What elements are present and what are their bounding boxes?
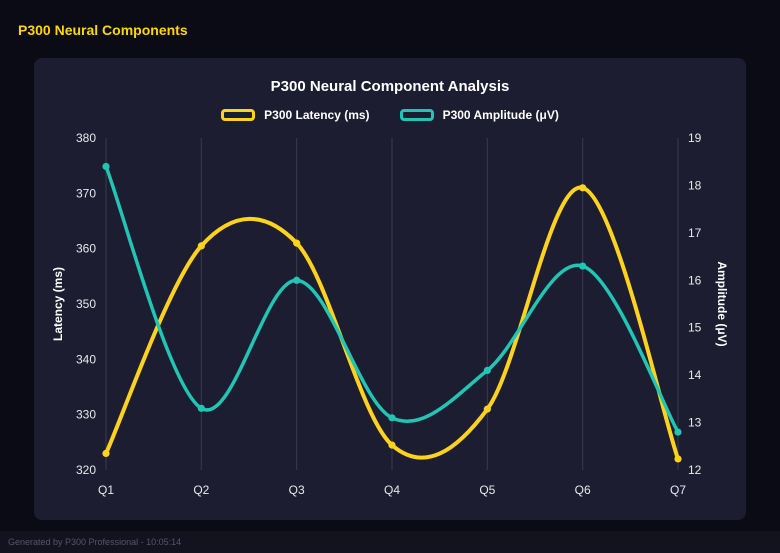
y-left-tick-label: 350 (76, 297, 96, 311)
x-tick-label: Q4 (384, 483, 400, 497)
footer-text: Generated by P300 Professional - 10:05:1… (8, 537, 182, 547)
legend-label: P300 Amplitude (μV) (442, 108, 559, 122)
y-right-tick-label: 16 (688, 273, 702, 287)
chart-card: P300 Neural Component Analysis P300 Late… (34, 58, 746, 520)
y-right-tick-label: 14 (688, 368, 702, 382)
chart-title: P300 Neural Component Analysis (270, 78, 510, 95)
y-right-axis-label: Amplitude (μV) (715, 261, 729, 346)
x-tick-label: Q7 (670, 483, 686, 497)
y-right-tick-label: 12 (688, 463, 702, 477)
legend-item-0[interactable]: P300 Latency (ms) (221, 108, 370, 122)
x-tick-label: Q3 (289, 483, 305, 497)
chart-canvas[interactable]: 320 330 340 350 360 370 380 12 13 14 15 16 17 18 19 Q1 Q… (50, 126, 730, 508)
data-point-0-6[interactable] (674, 455, 682, 463)
data-point-1-2[interactable] (293, 276, 301, 284)
y-left-tick-label: 370 (76, 186, 96, 200)
page-title: P300 Neural Components (18, 22, 188, 38)
x-tick-label: Q2 (193, 483, 209, 497)
y-right-tick-label: 17 (688, 226, 702, 240)
data-point-0-1[interactable] (197, 242, 205, 250)
x-tick-label: Q6 (575, 483, 591, 497)
legend-swatch (221, 109, 256, 121)
data-point-0-4[interactable] (483, 405, 491, 413)
y-left-tick-label: 320 (76, 463, 96, 477)
data-point-1-1[interactable] (197, 404, 205, 412)
data-point-1-6[interactable] (674, 428, 682, 436)
y-left-tick-label: 330 (76, 408, 96, 422)
data-point-0-3[interactable] (388, 441, 396, 449)
y-right-tick-label: 19 (688, 131, 702, 145)
chart-area: 320 330 340 350 360 370 380 12 13 14 15 16 17 18 19 Q1 Q… (50, 126, 730, 513)
legend-label: P300 Latency (ms) (264, 108, 370, 122)
data-point-1-0[interactable] (102, 162, 110, 171)
y-right-tick-label: 15 (688, 321, 702, 335)
data-point-0-2[interactable] (293, 239, 301, 247)
data-point-0-0[interactable] (102, 449, 110, 457)
y-left-tick-label: 360 (76, 242, 96, 256)
legend-swatch (399, 109, 434, 121)
y-left-axis-label: Latency (ms) (51, 267, 65, 341)
y-left-tick-label: 380 (76, 131, 96, 145)
x-tick-label: Q1 (98, 483, 114, 497)
y-right-tick-label: 13 (688, 416, 702, 430)
data-point-1-4[interactable] (483, 366, 491, 374)
y-left-tick-label: 340 (76, 352, 96, 366)
x-tick-label: Q5 (479, 483, 495, 497)
data-point-1-5[interactable] (579, 262, 587, 270)
legend-item-1[interactable]: P300 Amplitude (μV) (399, 108, 559, 122)
y-right-tick-label: 18 (688, 178, 702, 192)
data-point-0-5[interactable] (579, 184, 587, 192)
status-bar: Generated by P300 Professional - 10:05:1… (0, 531, 780, 553)
chart-legend: P300 Latency (ms) P300 Amplitude (μV) (50, 108, 730, 122)
data-point-1-3[interactable] (388, 414, 396, 422)
